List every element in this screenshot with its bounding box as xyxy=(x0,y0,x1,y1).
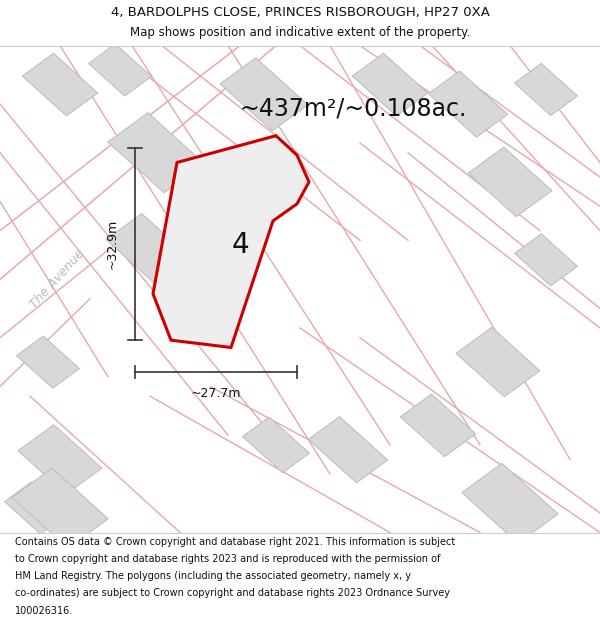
Text: 4, BARDOLPHS CLOSE, PRINCES RISBOROUGH, HP27 0XA: 4, BARDOLPHS CLOSE, PRINCES RISBOROUGH, … xyxy=(110,6,490,19)
Polygon shape xyxy=(18,425,102,494)
Polygon shape xyxy=(220,58,308,131)
Text: ~437m²/~0.108ac.: ~437m²/~0.108ac. xyxy=(240,97,467,121)
Text: to Crown copyright and database rights 2023 and is reproduced with the permissio: to Crown copyright and database rights 2… xyxy=(15,554,440,564)
Polygon shape xyxy=(89,44,151,96)
Text: Contains OS data © Crown copyright and database right 2021. This information is : Contains OS data © Crown copyright and d… xyxy=(15,537,455,547)
Polygon shape xyxy=(22,53,98,116)
Polygon shape xyxy=(242,417,310,472)
Text: HM Land Registry. The polygons (including the associated geometry, namely x, y: HM Land Registry. The polygons (includin… xyxy=(15,571,411,581)
Polygon shape xyxy=(515,63,577,116)
Polygon shape xyxy=(462,463,558,543)
Polygon shape xyxy=(515,234,577,286)
Polygon shape xyxy=(106,214,194,287)
Polygon shape xyxy=(17,336,79,388)
Text: ~27.7m: ~27.7m xyxy=(191,388,241,400)
Polygon shape xyxy=(108,112,204,192)
Polygon shape xyxy=(12,468,108,548)
Polygon shape xyxy=(5,482,67,534)
Text: 4: 4 xyxy=(231,231,249,259)
Text: ~32.9m: ~32.9m xyxy=(106,219,119,269)
Text: co-ordinates) are subject to Crown copyright and database rights 2023 Ordnance S: co-ordinates) are subject to Crown copyr… xyxy=(15,589,450,599)
Text: The Avenue: The Avenue xyxy=(27,248,87,311)
Polygon shape xyxy=(428,71,508,137)
Text: 100026316.: 100026316. xyxy=(15,606,73,616)
Polygon shape xyxy=(400,394,476,457)
Polygon shape xyxy=(352,53,428,116)
Polygon shape xyxy=(456,328,540,397)
Polygon shape xyxy=(308,417,388,483)
Polygon shape xyxy=(468,148,552,217)
Polygon shape xyxy=(153,136,309,348)
Text: Map shows position and indicative extent of the property.: Map shows position and indicative extent… xyxy=(130,26,470,39)
